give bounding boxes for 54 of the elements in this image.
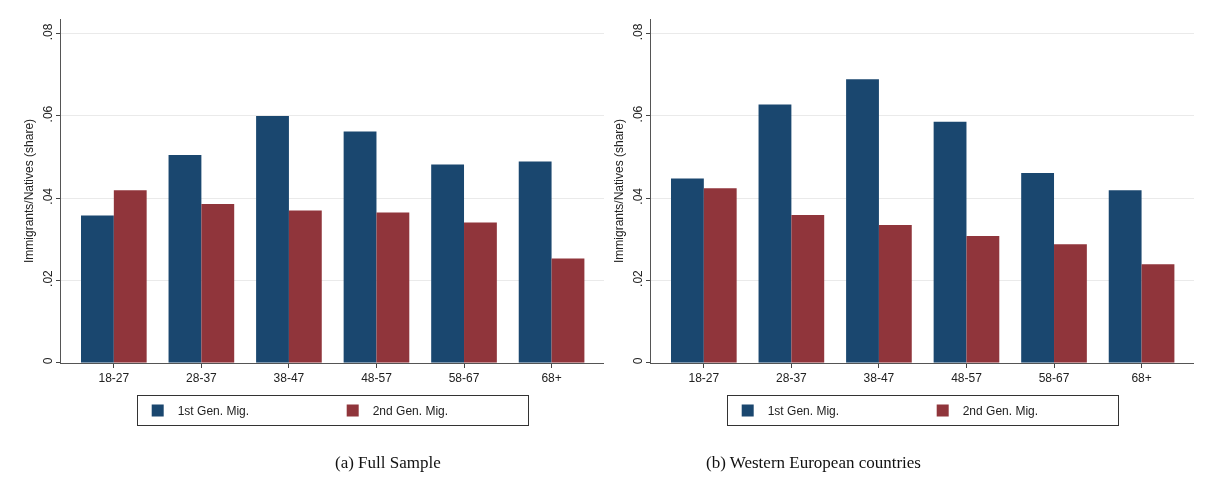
bar	[703, 188, 737, 363]
bar	[758, 104, 792, 363]
bar	[343, 131, 377, 363]
bar	[113, 190, 147, 363]
text: (a) Full Sample	[335, 453, 441, 472]
bar	[376, 212, 410, 363]
legend-label: 1st Gen. Mig.	[177, 404, 250, 419]
y-tick-label: .04	[40, 187, 55, 205]
bar	[1021, 173, 1055, 363]
legend-label: 2nd Gen. Mig.	[962, 404, 1039, 419]
x-tick-label: 68+	[1131, 371, 1152, 386]
x-tick-label: 38-47	[273, 371, 305, 386]
y-tick-label: .02	[630, 269, 645, 287]
x-tick-label: 28-37	[776, 371, 808, 386]
bar	[168, 154, 202, 363]
x-tick-label: 18-27	[98, 371, 130, 386]
x-tick-label: 38-47	[863, 371, 895, 386]
x-tick-label: 48-57	[361, 371, 393, 386]
y-tick-label: 0	[40, 357, 55, 365]
legend-label: 2nd Gen. Mig.	[372, 404, 449, 419]
y-axis-title: Immigrants/Natives (share)	[611, 118, 626, 263]
bar	[81, 215, 114, 363]
bar	[933, 121, 967, 363]
bar	[966, 235, 1000, 363]
bar	[256, 115, 289, 363]
text: (b) Western European countries	[706, 453, 921, 472]
x-tick-label: 58-67	[1038, 371, 1070, 386]
y-tick-label: .04	[630, 187, 645, 205]
x-tick-label: 48-57	[951, 371, 983, 386]
x-tick-label: 28-37	[186, 371, 218, 386]
bar	[288, 210, 322, 363]
x-tick-label: 68+	[541, 371, 562, 386]
y-tick-label: .02	[40, 269, 55, 287]
bar	[878, 224, 912, 363]
y-tick-label: .08	[40, 23, 55, 41]
legend-label: 1st Gen. Mig.	[767, 404, 840, 419]
bar	[671, 178, 704, 363]
bar	[1141, 264, 1175, 363]
y-axis-title: Immigrants/Natives (share)	[21, 118, 36, 263]
bar	[1108, 190, 1142, 363]
bar	[431, 164, 465, 363]
y-tick-label: 0	[630, 357, 645, 365]
bar	[551, 258, 585, 363]
bar	[846, 79, 879, 363]
x-tick-label: 58-67	[448, 371, 480, 386]
bar	[1054, 244, 1087, 363]
y-tick-label: .08	[630, 23, 645, 41]
bar	[464, 222, 497, 363]
bar	[791, 215, 825, 363]
bar	[201, 203, 235, 363]
y-tick-label: .06	[630, 105, 645, 123]
bar	[518, 161, 552, 363]
x-tick-label: 18-27	[688, 371, 720, 386]
y-tick-label: .06	[40, 105, 55, 123]
